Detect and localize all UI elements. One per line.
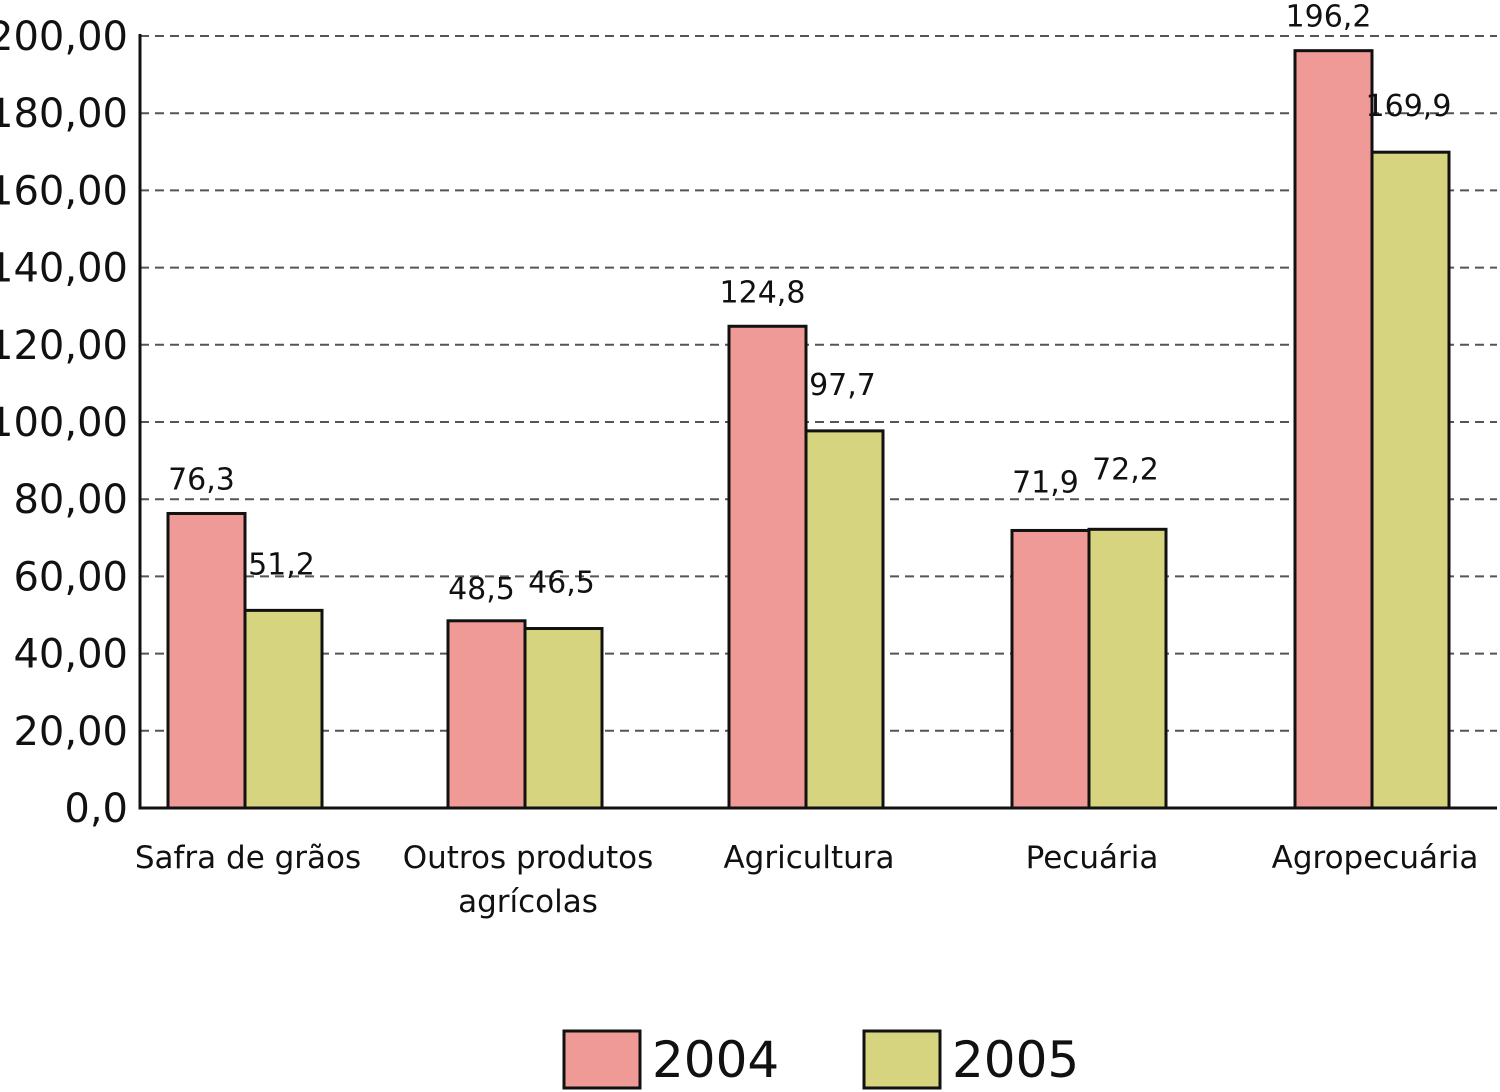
data-label-2005-2: 97,7	[809, 368, 876, 403]
y-tick-label: 60,00	[13, 554, 128, 600]
data-label-2004-2: 124,8	[720, 275, 806, 310]
y-tick-label: 200,00	[0, 14, 128, 60]
x-tick-label-line: Safra de grãos	[135, 840, 361, 876]
data-label-2005-0: 51,2	[248, 547, 315, 582]
y-tick-label: 20,00	[13, 709, 128, 755]
x-tick-label: Agropecuária	[1272, 840, 1479, 876]
bars	[166, 49, 1451, 810]
data-labels: 76,3 48,5 124,8 71,9 196,2 51,2 46,5 97,7 72,2 16…	[168, 0, 1451, 607]
bar-2005-4	[1370, 150, 1451, 810]
x-tick-label: Agricultura	[723, 840, 894, 876]
x-tick-label-line: Outros produtos	[403, 840, 654, 876]
bar-2005-1	[523, 627, 604, 810]
x-tick-label: Outros produtos agrícolas	[403, 840, 654, 920]
data-label-2005-4: 169,9	[1366, 89, 1452, 124]
x-tick-label-line: agrícolas	[458, 884, 598, 920]
y-tick-label: 80,00	[13, 477, 128, 523]
data-label-2004-0: 76,3	[168, 462, 235, 497]
legend-label-2004: 2004	[652, 1031, 779, 1089]
y-tick-label: 120,00	[0, 323, 128, 369]
bar-2005-2	[804, 429, 885, 810]
y-axis-ticks: 0,0 20,00 40,00 60,00 80,00 100,00 120,00 140,0…	[0, 14, 128, 832]
x-tick-label: Pecuária	[1026, 840, 1159, 876]
legend: 2004 2005	[562, 1029, 1079, 1090]
bar-2004-2	[727, 324, 808, 810]
bar-2004-3	[1010, 528, 1091, 810]
y-tick-label: 140,00	[0, 246, 128, 292]
legend-swatch-2004	[562, 1029, 642, 1090]
y-tick-label: 0,0	[64, 786, 128, 832]
y-tick-label: 100,00	[0, 400, 128, 446]
data-label-2004-1: 48,5	[448, 572, 515, 607]
axis-lines	[138, 34, 1497, 810]
bar-2004-4	[1293, 49, 1374, 810]
data-label-2005-1: 46,5	[528, 566, 595, 601]
y-tick-label: 180,00	[0, 91, 128, 137]
data-label-2004-4: 196,2	[1286, 0, 1372, 35]
x-tick-label-line: Pecuária	[1026, 840, 1159, 876]
y-tick-label: 160,00	[0, 168, 128, 214]
legend-label-2005: 2005	[952, 1031, 1079, 1089]
x-tick-label-line: Agropecuária	[1272, 840, 1479, 876]
bar-2004-0	[166, 511, 247, 810]
y-tick-label: 40,00	[13, 632, 128, 678]
x-tick-label-line: Agricultura	[723, 840, 894, 876]
data-label-2005-3: 72,2	[1092, 452, 1159, 487]
bar-2005-3	[1087, 527, 1168, 810]
legend-swatch-2005	[862, 1029, 942, 1090]
bar-2004-1	[446, 619, 527, 810]
gridlines	[140, 35, 1497, 732]
data-label-2004-3: 71,9	[1012, 465, 1079, 500]
axes	[138, 34, 1497, 810]
x-tick-label: Safra de grãos	[135, 840, 361, 876]
x-axis-ticks: Safra de grãos Outros produtos agrícolas Ag…	[135, 840, 1479, 920]
bar-2005-0	[243, 608, 324, 810]
